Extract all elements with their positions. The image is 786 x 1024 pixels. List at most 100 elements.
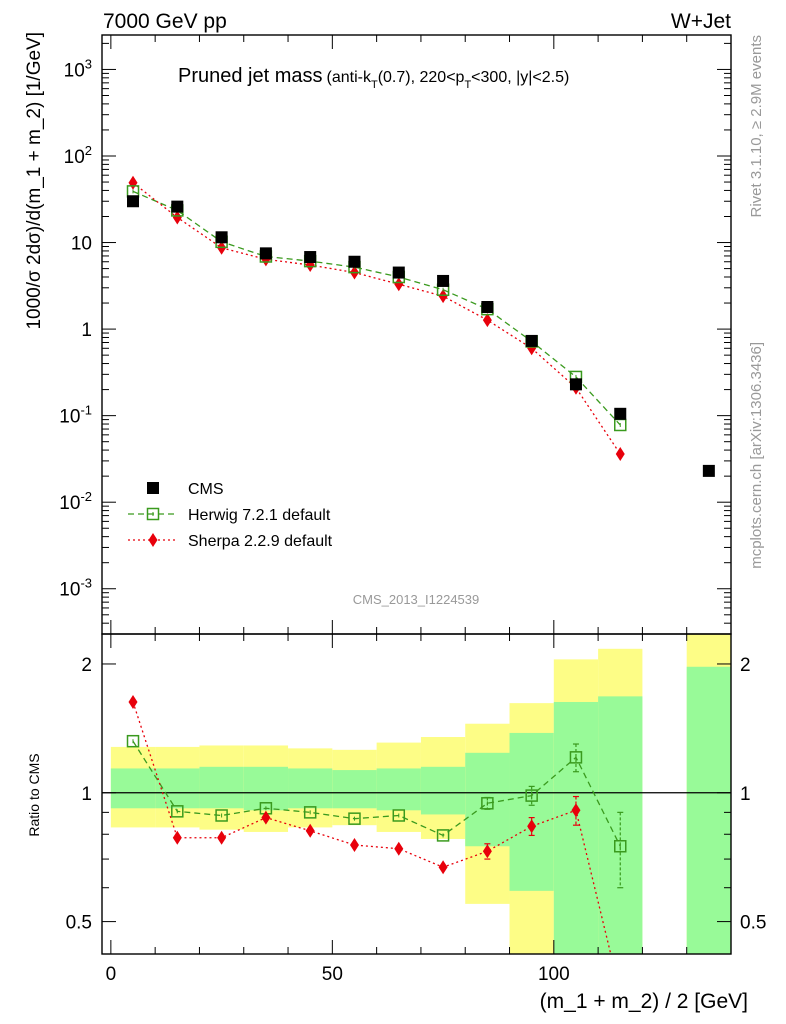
ratio-data-point	[128, 694, 138, 709]
header-right: W+Jet	[671, 10, 731, 33]
ratio-y-tick-label-right: 0.5	[740, 913, 766, 934]
legend-marker	[147, 482, 159, 494]
ratio-data-point	[172, 830, 182, 845]
main-data-point	[394, 277, 404, 292]
main-data-point	[172, 210, 182, 225]
ratio-data-point	[436, 829, 450, 842]
ratio-y-tick-label-left: 2	[81, 655, 92, 676]
ratio-series-line	[132, 740, 621, 847]
chart-title: Pruned jet mass (anti-kT(0.7), 220<pT<300…	[178, 65, 569, 91]
ratio-data-point	[438, 860, 448, 875]
main-data-point	[171, 200, 184, 213]
main-data-point	[215, 231, 228, 244]
ratio-data-point	[217, 830, 227, 845]
ratio-data-point	[303, 806, 317, 819]
ratio-y-tick-label-left: 1	[81, 784, 92, 805]
ratio-data-point	[305, 823, 315, 838]
y-tick-exponent: 2	[85, 143, 92, 158]
ratio-band-inner	[110, 768, 156, 809]
main-data-point	[702, 464, 715, 477]
ratio-data-point	[614, 839, 627, 853]
main-data-point	[128, 175, 138, 190]
legend-label: CMS	[188, 481, 224, 498]
main-data-point	[438, 289, 448, 304]
rivet-version-label: Rivet 3.1.10, ≥ 2.9M events	[748, 35, 765, 218]
main-data-point	[127, 195, 140, 208]
title-detail-part: <300, |y|<2.5)	[471, 69, 569, 86]
ratio-data-point	[126, 734, 140, 748]
ratio-data-point	[482, 844, 492, 859]
ratio-band-inner	[420, 766, 466, 815]
ratio-y-tick-label-right: 2	[740, 655, 751, 676]
main-data-point	[615, 447, 625, 462]
ratio-y-axis-label: Ratio to CMS	[26, 753, 42, 836]
ratio-data-point	[394, 841, 404, 856]
y-tick-label: 10-3	[59, 576, 92, 601]
ratio-series-line	[132, 701, 612, 954]
title-main: Pruned jet mass	[178, 65, 323, 87]
ratio-uncertainty-bands	[110, 634, 731, 954]
ratio-data-point	[525, 789, 538, 802]
ratio-data-point	[569, 751, 583, 764]
main-data-point	[569, 378, 582, 391]
y-tick-label: 10-2	[59, 489, 92, 514]
y-tick-base: 10	[59, 407, 80, 428]
x-tick-label: 100	[538, 964, 570, 985]
subscript-t: T	[464, 79, 471, 91]
ratio-data-point	[261, 810, 271, 825]
legend-label: Herwig 7.2.1 default	[188, 507, 331, 524]
y-tick-label: 10-1	[59, 403, 92, 428]
y-tick-exponent: -1	[80, 403, 92, 418]
ratio-band-inner	[553, 701, 599, 954]
main-data-point	[304, 251, 317, 264]
legend: CMS Herwig 7.2.1 default Sherpa 2.2.9 defa…	[128, 481, 333, 550]
y-tick-exponent: -2	[80, 489, 92, 504]
ratio-axis-ticks: 0.5 0.5 1 1 2 2	[66, 655, 767, 934]
analysis-id: CMS_2013_I1224539	[353, 592, 480, 607]
ratio-band-inner	[376, 768, 421, 811]
ratio-band-inner	[509, 732, 554, 891]
x-tick-label: 0	[106, 964, 117, 985]
ratio-y-tick-label-left: 0.5	[66, 913, 92, 934]
legend-marker	[148, 533, 158, 547]
ratio-band-inner	[243, 766, 289, 811]
y-tick-label: 1	[81, 320, 92, 341]
y-tick-base: 10	[59, 493, 80, 514]
title-detail: (anti-kT(0.7), 220<pT<300, |y|<2.5)	[327, 69, 570, 91]
y-tick-label: 10	[71, 234, 92, 255]
main-data-point	[437, 274, 450, 287]
y-tick-label: 102	[64, 143, 92, 168]
ratio-series	[126, 694, 627, 954]
ratio-band-inner	[332, 770, 377, 809]
ratio-band-inner	[199, 766, 244, 809]
x-axis-label: (m_1 + m_2) / 2 [GeV]	[540, 990, 748, 1013]
title-detail-part: (anti-k	[327, 69, 372, 86]
ratio-data-point	[527, 819, 537, 834]
main-data-point	[259, 247, 272, 260]
header-left: 7000 GeV pp	[103, 10, 227, 33]
ratio-band-inner	[288, 768, 333, 809]
y-tick-base: 10	[59, 580, 80, 601]
y-tick-exponent: 3	[85, 56, 92, 71]
main-data-point	[392, 266, 405, 279]
ratio-data-point	[349, 838, 359, 853]
main-data-point	[481, 300, 494, 313]
ratio-data-point	[348, 812, 361, 825]
ratio-panel-frame	[101, 633, 732, 955]
legend-label: Sherpa 2.2.9 default	[188, 533, 333, 550]
x-tick-label: 50	[322, 964, 343, 985]
ratio-band-inner	[686, 666, 731, 954]
ratio-data-point	[571, 803, 581, 818]
main-data-point	[614, 407, 627, 420]
ratio-data-point	[392, 809, 406, 822]
main-y-axis-label: 1000/σ 2dσ)/d(m_1 + m_2) [1/GeV]	[24, 32, 45, 330]
main-series-line	[132, 190, 621, 426]
y-tick-base: 10	[64, 147, 85, 168]
ratio-data-point	[171, 805, 184, 818]
legend-marker	[146, 507, 160, 521]
main-series-line	[132, 182, 621, 455]
y-tick-base: 10	[64, 60, 85, 81]
main-data-point	[348, 255, 361, 268]
